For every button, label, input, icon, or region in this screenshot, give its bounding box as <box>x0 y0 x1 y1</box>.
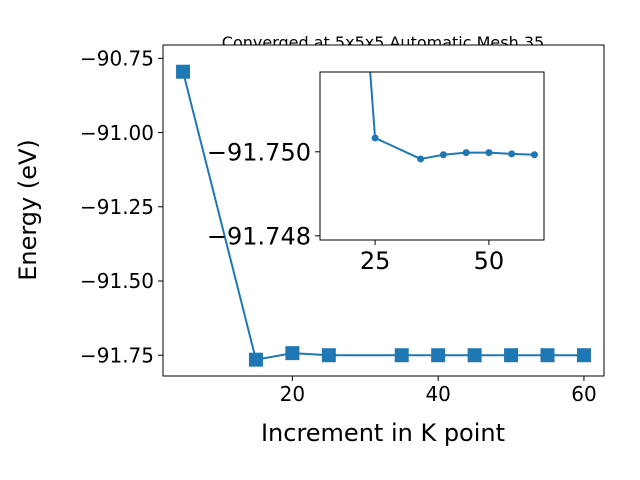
y-tick-label: −91.25 <box>80 195 154 219</box>
marker <box>504 348 519 363</box>
plot-content <box>176 64 591 367</box>
series-line <box>369 72 535 160</box>
marker <box>462 149 470 157</box>
axes-frame <box>162 44 605 377</box>
marker <box>248 352 263 367</box>
marker <box>467 348 482 363</box>
y-tick-label: −91.748 <box>207 222 311 250</box>
x-tick-label: 20 <box>280 382 305 406</box>
x-tick-label: 50 <box>474 247 505 275</box>
x-tick-label: 60 <box>571 382 596 406</box>
y-axis-label: Energy (eV) <box>14 139 42 281</box>
marker <box>394 348 409 363</box>
marker <box>530 151 538 159</box>
x-axis-label: Increment in K point <box>261 419 505 447</box>
marker <box>508 150 516 158</box>
marker <box>540 348 555 363</box>
series-line <box>182 71 584 361</box>
marker <box>371 134 379 142</box>
marker <box>285 346 300 361</box>
y-tick-label: −91.00 <box>80 121 154 145</box>
y-tick-label: −91.750 <box>207 138 311 166</box>
y-tick-label: −90.75 <box>80 47 154 71</box>
marker <box>321 348 336 363</box>
y-tick-label: −91.50 <box>80 269 154 293</box>
plot-content <box>369 72 538 163</box>
x-tick-label: 40 <box>425 382 450 406</box>
marker <box>576 348 591 363</box>
marker <box>431 348 446 363</box>
x-tick-label: 25 <box>360 247 391 275</box>
marker <box>439 151 447 159</box>
y-tick-label: −91.75 <box>80 343 154 367</box>
marker <box>176 64 191 79</box>
axes-frame <box>319 71 545 241</box>
marker <box>417 155 425 163</box>
marker <box>485 149 493 157</box>
